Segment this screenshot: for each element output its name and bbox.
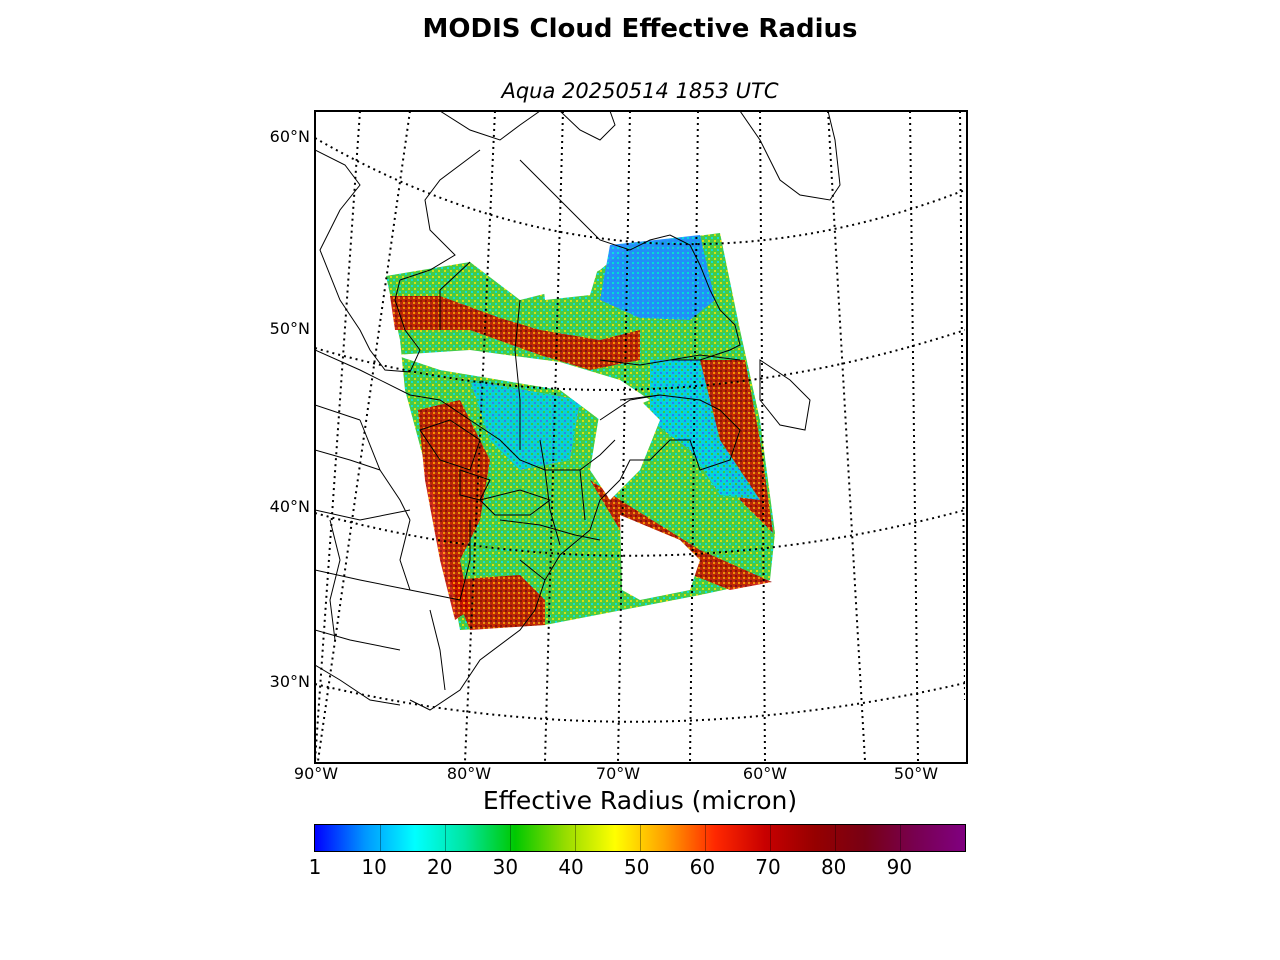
lon-label-50w: 50°W bbox=[893, 764, 939, 783]
colorbar-tick-label: 1 bbox=[308, 855, 322, 879]
colorbar-tick-label: 90 bbox=[886, 855, 913, 879]
meridian-65w bbox=[689, 111, 699, 761]
meridian-80w bbox=[464, 111, 496, 761]
colorbar-tick-label: 80 bbox=[820, 855, 847, 879]
colorbar-divider bbox=[510, 825, 511, 851]
political-borders bbox=[315, 261, 741, 691]
cloud-data-swath bbox=[386, 233, 775, 630]
colorbar-tick-label: 20 bbox=[427, 855, 453, 879]
lat-label-60n: 60°N bbox=[269, 127, 310, 146]
meridian-55w bbox=[827, 111, 866, 761]
meridian-90w bbox=[315, 111, 361, 761]
parallel-55n bbox=[315, 137, 965, 246]
map-panel[interactable] bbox=[315, 111, 965, 761]
swath-clear-gap-1 bbox=[395, 350, 650, 420]
swath-north-blue bbox=[600, 235, 715, 320]
swath-north-red-band bbox=[390, 296, 640, 370]
lat-label-40n: 40°N bbox=[269, 497, 310, 516]
lat-label-30n: 30°N bbox=[269, 672, 310, 691]
colorbar bbox=[314, 824, 966, 852]
swath-cyan-mid bbox=[470, 380, 580, 470]
colorbar-label: Effective Radius (micron) bbox=[482, 786, 798, 815]
meridian-85w bbox=[317, 111, 411, 761]
chart-title: MODIS Cloud Effective Radius bbox=[422, 14, 858, 44]
meridian-75w bbox=[544, 111, 564, 761]
colorbar-divider bbox=[770, 825, 771, 851]
great-lakes bbox=[419, 419, 552, 516]
gulf-coast bbox=[315, 664, 401, 706]
colorbar-tick-label: 40 bbox=[558, 855, 584, 879]
swath-clear-gap-3 bbox=[620, 515, 700, 600]
province-borders bbox=[439, 261, 741, 450]
swath-clear-gap-4 bbox=[540, 255, 600, 300]
colorbar-divider bbox=[705, 825, 706, 851]
swath-cyan-east bbox=[650, 360, 760, 500]
lon-label-90w: 90°W bbox=[293, 764, 339, 783]
atlantic-coast bbox=[409, 479, 621, 711]
colorbar-tick-label: 60 bbox=[689, 855, 716, 879]
colorbar-divider bbox=[380, 825, 381, 851]
chart-subtitle: Aqua 20250514 1853 UTC bbox=[501, 79, 779, 103]
map-svg bbox=[315, 111, 965, 761]
swath-east-red bbox=[700, 360, 773, 533]
meridian-70w bbox=[617, 111, 631, 761]
colorbar-tick-label: 50 bbox=[623, 855, 650, 879]
colorbar-divider bbox=[445, 825, 446, 851]
colorbar-tick-label: 10 bbox=[361, 855, 387, 879]
swath-east-streak bbox=[590, 480, 772, 590]
parallel-40n bbox=[315, 509, 965, 557]
parallel-50n bbox=[315, 329, 965, 391]
lon-label-80w: 80°W bbox=[446, 764, 492, 783]
colorbar-divider bbox=[640, 825, 641, 851]
swath-west-red bbox=[418, 400, 490, 620]
lon-label-60w: 60°W bbox=[742, 764, 788, 783]
meridian-50w bbox=[909, 111, 919, 761]
graticule bbox=[315, 111, 965, 761]
parallel-30n bbox=[315, 682, 965, 723]
lon-label-70w: 70°W bbox=[595, 764, 641, 783]
baffin-coast bbox=[439, 111, 616, 141]
colorbar-divider bbox=[835, 825, 836, 851]
colorbar-divider bbox=[575, 825, 576, 851]
greenland-coast bbox=[739, 111, 841, 201]
colorbar-divider bbox=[900, 825, 901, 851]
meridian-60w bbox=[759, 111, 766, 761]
colorbar-tick-label: 70 bbox=[755, 855, 781, 879]
lat-label-50n: 50°N bbox=[269, 319, 310, 338]
us-canada-border bbox=[315, 349, 616, 471]
meridian-45w bbox=[959, 111, 965, 701]
newfoundland bbox=[759, 359, 811, 431]
labrador-coast bbox=[519, 159, 741, 361]
colorbar-tick-label: 30 bbox=[492, 855, 519, 879]
state-borders bbox=[315, 404, 601, 691]
swath-clear-gap-2 bbox=[590, 400, 660, 500]
swath-south-red bbox=[450, 575, 545, 630]
hudson-bay-coast bbox=[315, 149, 481, 373]
